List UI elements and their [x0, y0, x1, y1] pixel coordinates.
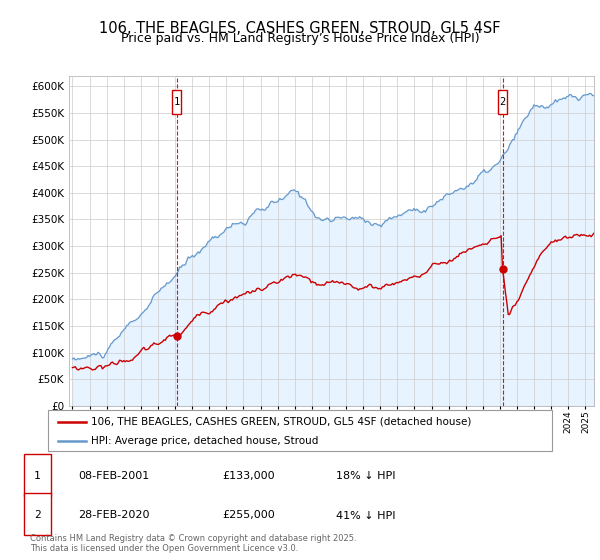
Text: 1: 1 — [34, 472, 41, 481]
Text: £255,000: £255,000 — [222, 511, 275, 520]
FancyBboxPatch shape — [172, 91, 181, 114]
FancyBboxPatch shape — [48, 410, 552, 451]
Text: 1: 1 — [173, 97, 180, 107]
Text: 106, THE BEAGLES, CASHES GREEN, STROUD, GL5 4SF: 106, THE BEAGLES, CASHES GREEN, STROUD, … — [99, 21, 501, 36]
Text: 08-FEB-2001: 08-FEB-2001 — [78, 472, 149, 481]
Text: 28-FEB-2020: 28-FEB-2020 — [78, 511, 149, 520]
Text: 18% ↓ HPI: 18% ↓ HPI — [336, 472, 395, 481]
Text: Contains HM Land Registry data © Crown copyright and database right 2025.
This d: Contains HM Land Registry data © Crown c… — [30, 534, 356, 553]
Text: 106, THE BEAGLES, CASHES GREEN, STROUD, GL5 4SF (detached house): 106, THE BEAGLES, CASHES GREEN, STROUD, … — [91, 417, 471, 427]
FancyBboxPatch shape — [498, 91, 507, 114]
Text: £133,000: £133,000 — [222, 472, 275, 481]
Text: 2: 2 — [34, 511, 41, 520]
Text: 2: 2 — [499, 97, 506, 107]
Text: Price paid vs. HM Land Registry’s House Price Index (HPI): Price paid vs. HM Land Registry’s House … — [121, 32, 479, 45]
Text: HPI: Average price, detached house, Stroud: HPI: Average price, detached house, Stro… — [91, 436, 318, 446]
Text: 41% ↓ HPI: 41% ↓ HPI — [336, 511, 395, 520]
